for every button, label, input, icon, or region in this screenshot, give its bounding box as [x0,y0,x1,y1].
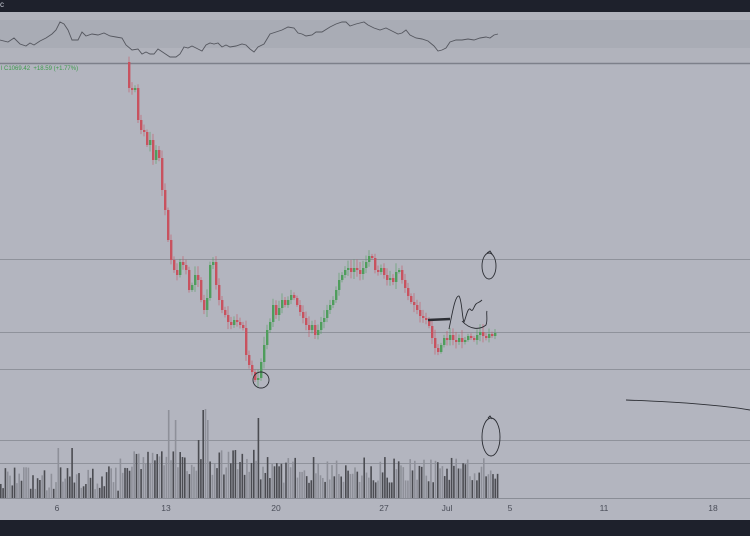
candlesticks [128,56,497,387]
x-tick-label: 27 [379,503,389,513]
circle-annotation-upper [481,252,497,280]
rsi-line [0,21,499,58]
arrow-tip-lower [487,415,493,420]
annotations[interactable] [252,250,750,457]
x-tick-label: 20 [271,503,281,513]
symbol-title-fragment: c [0,0,4,9]
rsi-pane [0,12,750,65]
price-legend: l C1069.42 +18.59 (+1.77%) [1,66,78,72]
x-tick-label: 11 [599,503,609,513]
legend-close: C1069.42 [4,66,31,72]
top-toolbar: c [0,0,750,12]
marker-line [427,317,451,322]
bottom-toolbar [0,520,750,536]
x-tick-label: 6 [54,503,60,513]
trend-curve [625,399,750,411]
x-tick-label: 13 [161,503,171,513]
horizontal-levels [0,259,750,464]
x-tick-label: 5 [507,503,513,513]
circle-annotation-lower [481,417,501,457]
volume-bars [0,409,499,498]
projection-squiggle [448,295,488,330]
legend-change: +18.59 [33,66,52,72]
x-tick-label: Jul [441,503,453,513]
rsi-band [0,20,750,48]
circle-annotation-bottom [252,371,270,389]
arrow-tip-upper [486,250,493,255]
x-tick-label: 18 [708,503,718,513]
legend-change-pct: (+1.77%) [53,66,79,72]
legend-prefix: l [1,66,3,72]
